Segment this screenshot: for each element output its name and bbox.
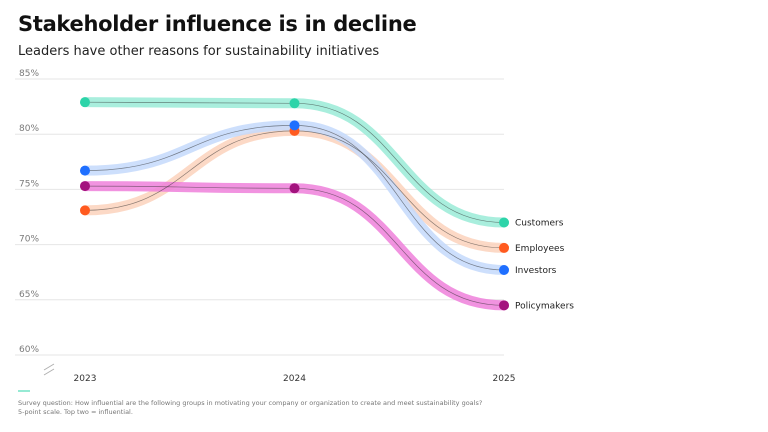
- point-employees-2025: [499, 242, 509, 253]
- point-investors-2025: [499, 264, 509, 275]
- series-label-policymakers: Policymakers: [515, 301, 574, 311]
- series-label-customers: Customers: [515, 219, 564, 229]
- y-tick-label: 85%: [19, 69, 39, 79]
- y-tick-label: 70%: [19, 235, 39, 245]
- y-tick-label: 65%: [19, 290, 39, 300]
- point-policymakers-2024: [289, 183, 300, 194]
- point-customers-2024: [289, 98, 300, 109]
- line-investors: [84, 125, 505, 271]
- line-customers: [84, 101, 505, 223]
- point-investors-2023: [80, 165, 90, 176]
- point-customers-2023: [80, 97, 90, 108]
- axis-break-mark: [43, 363, 55, 376]
- line-policymakers: [84, 185, 505, 306]
- x-tick-label: 2024: [283, 374, 306, 384]
- series-label-employees: Employees: [515, 244, 565, 254]
- x-tick-label: 2025: [493, 374, 516, 384]
- y-tick-label: 75%: [19, 179, 39, 189]
- point-customers-2025: [499, 217, 509, 228]
- y-tick-label: 60%: [19, 345, 39, 355]
- chart-subtitle: Leaders have other reasons for sustainab…: [18, 44, 380, 59]
- line-chart: CustomersEmployeesInvestorsPolicymakers …: [15, 69, 574, 392]
- series-label-investors: Investors: [515, 266, 557, 276]
- point-policymakers-2023: [80, 181, 90, 192]
- axis-labels: 60% 65% 70% 75% 80% 85% 2023 2024 2025: [18, 69, 516, 392]
- footnote: Survey question: How influential are the…: [18, 399, 538, 416]
- series-labels: Customers Employees Investors Policymakers: [515, 219, 574, 312]
- x-tick-label: 2023: [74, 374, 97, 384]
- data-points: [80, 97, 509, 311]
- point-investors-2024: [289, 120, 300, 131]
- point-policymakers-2025: [499, 300, 509, 311]
- y-tick-label: 80%: [19, 124, 39, 134]
- footnote-scale-note: 5-point scale. Top two = influential.: [18, 407, 133, 416]
- chart-title: Stakeholder influence is in decline: [18, 12, 417, 36]
- point-employees-2023: [80, 205, 90, 216]
- footnote-survey-question: Survey question: How influential are the…: [18, 399, 483, 407]
